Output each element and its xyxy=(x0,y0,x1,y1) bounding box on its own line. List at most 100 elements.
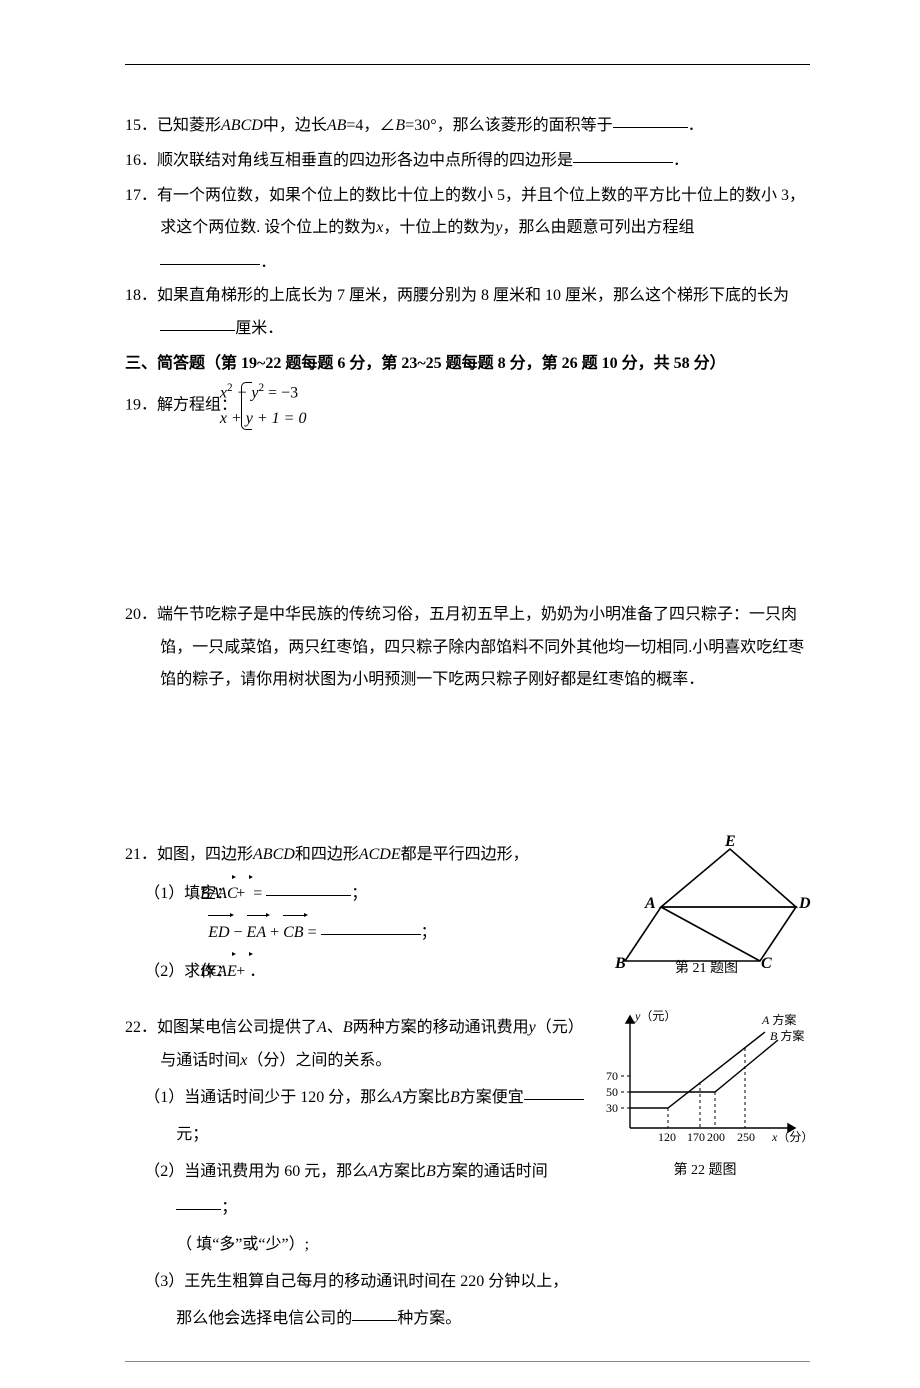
xtick-120: 120 xyxy=(658,1130,676,1144)
q15-blank xyxy=(613,112,688,128)
q17-num: 17． xyxy=(125,187,157,204)
vec-ea: EA xyxy=(247,913,267,952)
q18-t1: 如果直角梯形的上底长为 7 厘米，两腰分别为 8 厘米和 10 厘米，那么这个梯… xyxy=(157,287,789,304)
plus2: + xyxy=(266,924,283,941)
q22-blank2 xyxy=(176,1194,221,1210)
q21-num: 21． xyxy=(125,846,157,863)
eq2: = xyxy=(304,924,321,941)
label-B: B xyxy=(615,955,626,973)
vec-ed: ED xyxy=(208,913,229,952)
s1c: 方案便宜 xyxy=(460,1089,524,1106)
label-E: E xyxy=(725,833,736,851)
question-17: 17．有一个两位数，如果个位上的数比十位上的数小 5，并且个位上数的平方比十位上… xyxy=(125,180,810,246)
q22-i3: 两种方案的移动通讯费用 xyxy=(353,1019,529,1036)
q21-acde: ACDE xyxy=(359,846,401,863)
q15-abcd: ABCD xyxy=(221,117,263,134)
q15-t4: =30°，那么该菱形的面积等于 xyxy=(405,117,612,134)
q15-b: B xyxy=(395,117,405,134)
ytick-50: 50 xyxy=(606,1085,618,1099)
q22-i5: （分）之间的关系。 xyxy=(247,1052,391,1069)
q15-t3: =4，∠ xyxy=(346,117,395,134)
q21-sub1: （1）填空：BA + AC = ； xyxy=(125,874,595,913)
eq1-rhs: = −3 xyxy=(264,385,298,402)
question-19: 19．解方程组： x2 − y2 = −3 x + y + 1 = 0 xyxy=(125,380,810,432)
question-20: 20．端午节吃粽子是中华民族的传统习俗，五月初五早上，奶奶为小明准备了四只粽子：… xyxy=(125,599,810,697)
telecom-chart: 30 50 70 120 170 200 250 y（元） x（分） A 方案 … xyxy=(600,1010,810,1150)
minus1: − xyxy=(230,924,247,941)
q21-blank2 xyxy=(321,919,421,935)
q22-sub3: （3）王先生粗算自己每月的移动通讯时间在 220 分钟以上， xyxy=(125,1264,592,1301)
xtick-200: 200 xyxy=(707,1130,725,1144)
vec-cb: CB xyxy=(283,913,303,952)
s2b: 方案比 xyxy=(378,1163,426,1180)
s1a: （1）当通话时间少于 120 分，那么 xyxy=(144,1089,392,1106)
s1b: 方案比 xyxy=(402,1089,450,1106)
q22-sub1: （1）当通话时间少于 120 分，那么A方案比B方案便宜元； xyxy=(125,1080,592,1154)
eq1: = xyxy=(249,885,266,902)
question-18: 18．如果直角梯形的上底长为 7 厘米，两腰分别为 8 厘米和 10 厘米，那么… xyxy=(125,280,810,346)
q21-intro: 21．如图，四边形ABCD和四边形ACDE都是平行四边形， xyxy=(125,839,595,872)
label-A: A xyxy=(645,895,656,913)
xtick-170: 170 xyxy=(687,1130,705,1144)
q17-blank xyxy=(160,249,260,265)
q17-period: ． xyxy=(260,254,276,271)
q18-num: 18． xyxy=(125,287,157,304)
section-3-title: 三、简答题（第 19~22 题每题 6 分，第 23~25 题每题 8 分，第 … xyxy=(125,348,810,381)
q22-i2: 、 xyxy=(327,1019,343,1036)
q17-t3: ，那么由题意可列出方程组 xyxy=(502,219,694,236)
q19-num: 19． xyxy=(125,397,157,414)
workspace-19 xyxy=(125,434,810,599)
eq1-x: x xyxy=(220,385,227,402)
q18-blank xyxy=(160,315,235,331)
gap-21 xyxy=(125,990,810,1012)
q21-i3: 都是平行四边形， xyxy=(401,846,529,863)
q22-i1: 如图某电信公司提供了 xyxy=(157,1019,317,1036)
q20-text: 端午节吃粽子是中华民族的传统习俗，五月初五早上，奶奶为小明准备了四只粽子：一只肉… xyxy=(157,606,804,689)
ylabel: y（元） xyxy=(634,1010,676,1023)
question-15: 15．已知菱形ABCD中，边长AB=4，∠B=30°，那么该菱形的面积等于． xyxy=(125,110,810,143)
semi1: ； xyxy=(351,885,367,902)
s2c: 方案的通话时间 xyxy=(436,1163,548,1180)
q22-y: y xyxy=(529,1019,536,1036)
header-rule xyxy=(125,64,810,65)
q15-ab: AB xyxy=(327,117,347,134)
period21: ． xyxy=(249,963,265,980)
q17-t2: ，十位上的数为 xyxy=(383,219,495,236)
q15-period: ． xyxy=(688,117,704,134)
q21-abcd: ABCD xyxy=(253,846,295,863)
eq-row-2: x + y + 1 = 0 xyxy=(255,406,306,432)
q15-num: 15． xyxy=(125,117,157,134)
q15-t1: 已知菱形 xyxy=(157,117,221,134)
s1d: 元； xyxy=(176,1126,208,1143)
q22-sub2: （2）当通讯费用为 60 元，那么A方案比B方案的通话时间； xyxy=(125,1154,592,1228)
q21-figure: E A D B C 第 21 题图 xyxy=(615,839,810,979)
question-21: 21．如图，四边形ABCD和四边形ACDE都是平行四边形， （1）填空：BA +… xyxy=(125,839,810,990)
q22-B1: B xyxy=(343,1019,353,1036)
eq-row-1: x2 − y2 = −3 xyxy=(255,380,306,406)
q16-blank xyxy=(573,147,673,163)
q22-num: 22． xyxy=(125,1019,157,1036)
q16-period: ． xyxy=(673,152,689,169)
question-17-blank-line: ． xyxy=(125,247,810,280)
q22-sub3b: 那么他会选择电信公司的种方案。 xyxy=(125,1301,592,1338)
q22-figure: 30 50 70 120 170 200 250 y（元） x（分） A 方案 … xyxy=(600,1010,810,1179)
q22-intro: 22．如图某电信公司提供了A、B两种方案的移动通讯费用y（元）与通话时间x（分）… xyxy=(125,1012,592,1078)
workspace-20 xyxy=(125,699,810,839)
q21-i2: 和四边形 xyxy=(295,846,359,863)
question-22: 22．如图某电信公司提供了A、B两种方案的移动通讯费用y（元）与通话时间x（分）… xyxy=(125,1012,810,1337)
s2-B: B xyxy=(426,1163,436,1180)
q22-blank3 xyxy=(352,1305,397,1321)
xlabel: x（分） xyxy=(771,1130,810,1144)
eq2: x + y + 1 = 0 xyxy=(220,410,307,427)
question-16: 16．顺次联结对角线互相垂直的四边形各边中点所得的四边形是． xyxy=(125,145,810,178)
page-content: 15．已知菱形ABCD中，边长AB=4，∠B=30°，那么该菱形的面积等于． 1… xyxy=(125,60,810,1338)
q21-blank1 xyxy=(266,880,351,896)
xtick-250: 250 xyxy=(737,1130,755,1144)
s3b: 那么他会选择电信公司的 xyxy=(176,1310,352,1327)
ytick-70: 70 xyxy=(606,1069,618,1083)
ytick-30: 30 xyxy=(606,1101,618,1115)
q22-sub2b: （ 填“多”或“少”）; xyxy=(125,1227,592,1264)
q16-num: 16． xyxy=(125,152,157,169)
equation-system: x2 − y2 = −3 x + y + 1 = 0 xyxy=(241,380,306,432)
q21-caption: 第 21 题图 xyxy=(675,957,738,977)
